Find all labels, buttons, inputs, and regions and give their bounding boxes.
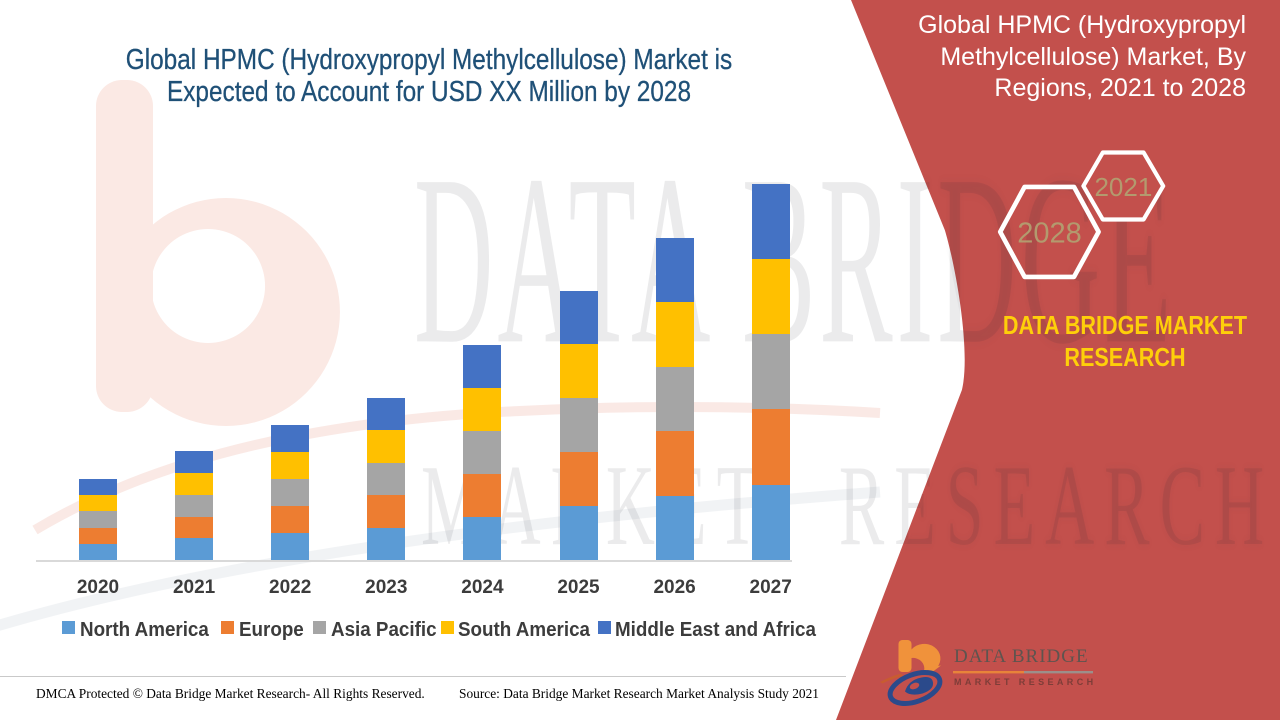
svg-text:2021: 2021 <box>1094 172 1152 202</box>
svg-text:2028: 2028 <box>1017 218 1082 250</box>
